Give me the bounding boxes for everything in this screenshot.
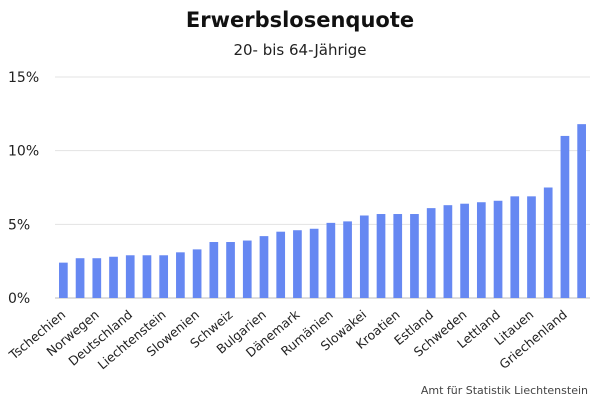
y-tick-label: 10% [8, 144, 39, 160]
y-tick-label: 0% [8, 291, 30, 307]
bar[interactable] [276, 231, 286, 298]
bar[interactable] [92, 258, 102, 298]
source-note: Amt für Statistik Liechtenstein [420, 384, 588, 397]
bar[interactable] [259, 236, 269, 298]
bar[interactable] [159, 255, 169, 298]
bar[interactable] [476, 202, 486, 298]
bar[interactable] [359, 215, 369, 298]
bar[interactable] [176, 252, 185, 298]
bar[interactable] [109, 256, 118, 298]
y-tick-label: 15% [8, 70, 39, 86]
bar[interactable] [443, 205, 453, 298]
bar[interactable] [376, 214, 386, 298]
chart-subtitle: 20- bis 64-Jährige [233, 41, 367, 59]
bar[interactable] [192, 249, 202, 298]
bar[interactable] [493, 200, 503, 298]
chart-title: Erwerbslosenquote [185, 8, 415, 32]
bar[interactable] [460, 203, 469, 298]
bar[interactable] [510, 196, 520, 298]
bar[interactable] [543, 187, 553, 299]
bar[interactable] [309, 228, 319, 298]
bar[interactable] [426, 208, 436, 298]
bar[interactable] [343, 221, 352, 298]
bar[interactable] [59, 262, 68, 298]
bar[interactable] [226, 242, 235, 298]
bar[interactable] [242, 240, 252, 298]
bar[interactable] [142, 255, 152, 298]
bar[interactable] [125, 255, 135, 298]
bar[interactable] [209, 242, 219, 298]
bar[interactable] [75, 258, 85, 298]
y-tick-label: 5% [8, 217, 30, 233]
bar[interactable] [293, 230, 302, 298]
bar[interactable] [560, 135, 570, 298]
bar[interactable] [527, 196, 536, 298]
bar[interactable] [393, 214, 403, 298]
bar[interactable] [326, 222, 336, 298]
bar[interactable] [577, 124, 586, 298]
bar[interactable] [410, 214, 419, 298]
